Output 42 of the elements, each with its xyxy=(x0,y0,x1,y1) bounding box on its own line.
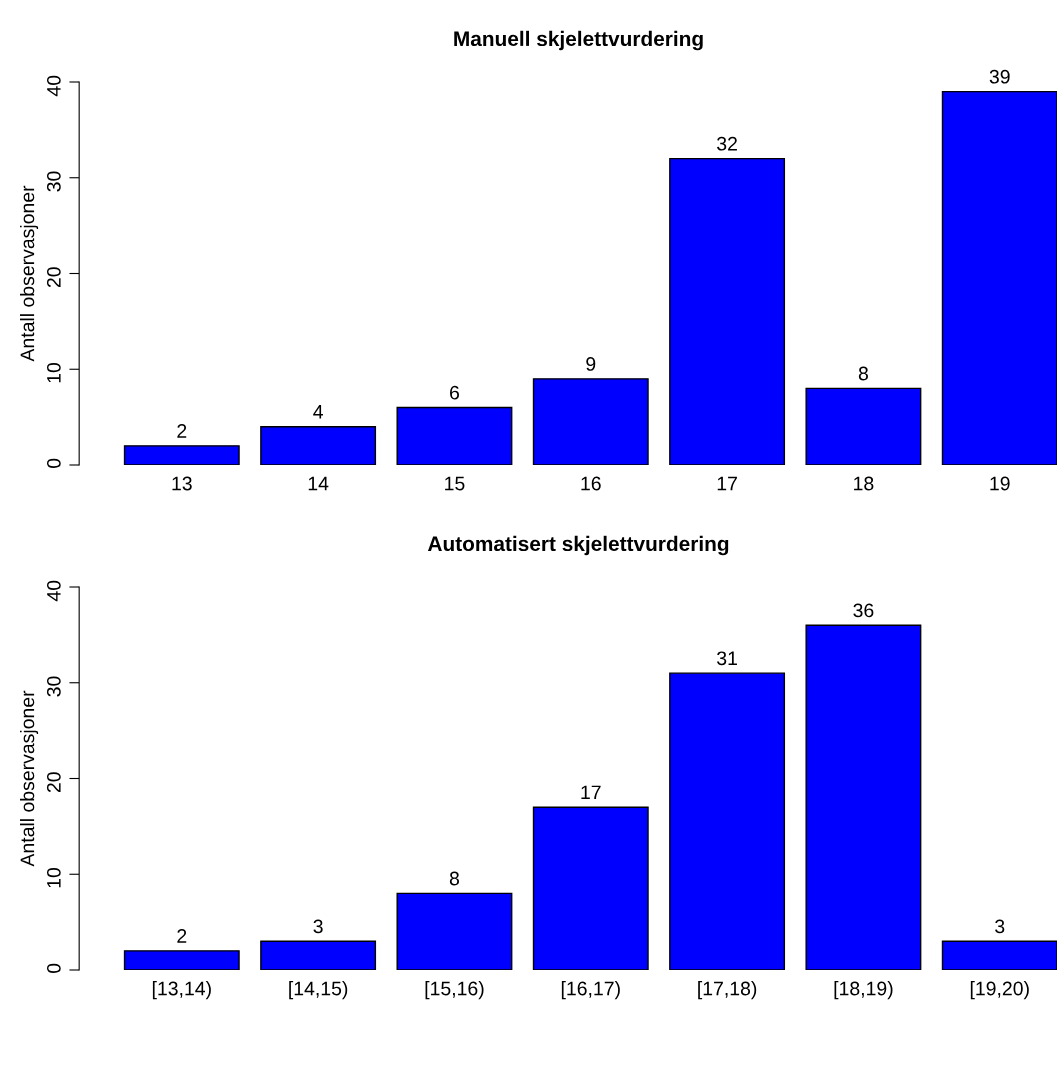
data-label: 17 xyxy=(581,785,601,800)
y-tick-label: 10 xyxy=(46,867,61,888)
y-tick-label: 0 xyxy=(46,458,61,469)
data-label: 39 xyxy=(989,69,1010,84)
y-tick-label: 20 xyxy=(46,772,61,793)
x-tick-label: 13 xyxy=(172,476,192,491)
data-label: 3 xyxy=(995,919,1005,934)
y-axis-title: Antall observasjoner xyxy=(20,690,39,867)
data-label: 8 xyxy=(449,871,460,886)
chart-title: Manuell skjelettvurdering xyxy=(454,30,703,51)
x-tick-label: [15,16) xyxy=(425,981,484,1000)
x-tick-label: [19,20) xyxy=(970,981,1029,1000)
data-label: 9 xyxy=(586,357,596,371)
x-tick-label: [13,14) xyxy=(152,981,211,1000)
x-tick-label: 15 xyxy=(445,476,465,491)
x-tick-label: [18,19) xyxy=(834,981,893,1000)
x-tick-label: 18 xyxy=(854,476,874,491)
y-tick-label: 30 xyxy=(46,171,61,192)
x-tick-label: [16,17) xyxy=(561,981,620,1000)
x-tick-label: 17 xyxy=(717,476,737,491)
y-tick-label: 30 xyxy=(46,676,61,697)
data-label: 4 xyxy=(313,405,323,419)
data-label: 31 xyxy=(717,651,737,666)
data-label: 6 xyxy=(450,385,459,400)
chart-title: Automatisert skjelettvurdering xyxy=(427,535,729,556)
x-tick-label: [14,15) xyxy=(289,981,348,1000)
y-tick-label: 40 xyxy=(46,580,61,602)
data-label: 2 xyxy=(177,929,187,943)
y-tick-label: 10 xyxy=(46,362,61,383)
data-label: 36 xyxy=(853,603,874,618)
data-label: 2 xyxy=(177,424,187,438)
data-label: 32 xyxy=(717,136,737,151)
y-tick-label: 20 xyxy=(46,267,61,288)
y-tick-label: 40 xyxy=(46,75,61,97)
x-tick-label: 14 xyxy=(308,476,329,491)
y-axis-title: Antall observasjoner xyxy=(20,185,39,362)
data-label: 3 xyxy=(313,919,323,934)
x-tick-label: 19 xyxy=(990,476,1010,491)
data-label: 8 xyxy=(858,366,868,381)
x-tick-label: [17,18) xyxy=(698,981,757,1000)
y-tick-label: 0 xyxy=(46,963,61,974)
x-tick-label: 16 xyxy=(581,476,601,491)
